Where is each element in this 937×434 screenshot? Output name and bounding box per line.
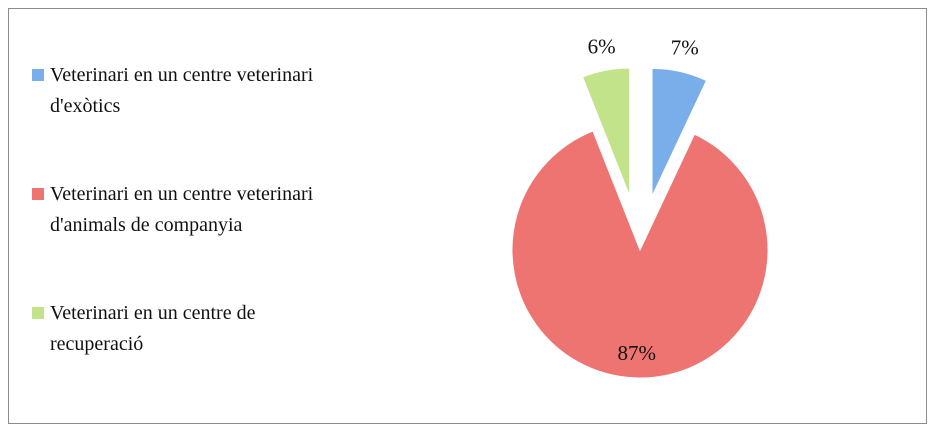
pie-slice [651,67,708,197]
legend-swatch [32,188,44,200]
pie-slice [581,67,631,197]
legend-label: Veterinari en un centre veterinari d'exò… [50,64,314,117]
legend-swatch [32,69,44,81]
legend-item: Veterinari en un centre veterinari d'ani… [32,179,332,241]
data-label: 6% [588,34,616,58]
legend: Veterinari en un centre veterinari d'exò… [32,60,332,360]
data-label: 87% [617,341,656,365]
legend-item: Veterinari en un centre de recuperació [32,298,332,360]
pie-slice [511,130,769,379]
legend-item: Veterinari en un centre veterinari d'exò… [32,60,332,122]
legend-label: Veterinari en un centre de recuperació [50,302,256,355]
data-label: 7% [671,36,699,60]
legend-label: Veterinari en un centre veterinari d'ani… [50,183,314,236]
chart-frame [8,8,927,424]
legend-swatch [32,307,44,319]
